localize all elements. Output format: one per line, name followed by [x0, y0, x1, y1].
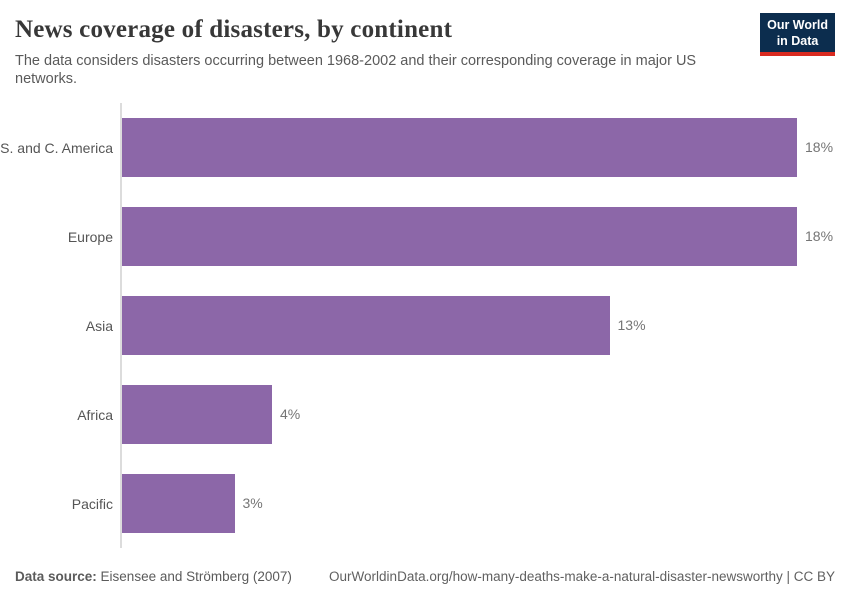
category-label: Africa: [77, 406, 113, 423]
data-source-label: Data source:: [15, 569, 97, 585]
logo-line-2: in Data: [776, 33, 819, 48]
bar[interactable]: [122, 207, 797, 267]
page-title: News coverage of disasters, by continent: [15, 16, 453, 43]
bar-row: S. and C. America 18%: [0, 103, 833, 192]
bar-row: Europe 18%: [68, 192, 833, 281]
bar-chart: S. and C. America 18% Europe 18% Asia 13% Afri…: [0, 103, 850, 549]
logo-line-1: Our World: [767, 18, 828, 32]
value-label: 18%: [805, 228, 834, 245]
chart-footer: Data source: Eisensee and Strömberg (200…: [0, 569, 850, 584]
category-label: Asia: [85, 317, 113, 334]
bar[interactable]: [122, 296, 610, 356]
chart-subtitle: The data considers disasters occurring b…: [15, 53, 697, 87]
data-source-value: Eisensee and Strömberg (2007): [100, 569, 292, 585]
value-label: 4%: [279, 406, 301, 423]
bar[interactable]: [122, 118, 797, 178]
category-label: Pacific: [71, 495, 113, 512]
value-label: 3%: [242, 495, 263, 512]
value-label: 13%: [617, 317, 646, 334]
value-label: 18%: [805, 139, 834, 156]
owid-logo[interactable]: Our World in Data: [760, 13, 835, 57]
chart-header: News coverage of disasters, by continent…: [0, 0, 850, 88]
bar[interactable]: [122, 474, 235, 534]
category-label: S. and C. America: [0, 139, 113, 156]
bar-row: Africa 4%: [77, 370, 797, 459]
data-source: Data source: Eisensee and Strömberg (200…: [15, 569, 292, 584]
footer-link[interactable]: OurWorldinData.org/how-many-deaths-make-…: [329, 569, 835, 585]
bar[interactable]: [122, 385, 272, 445]
bar-row: Asia 13%: [86, 281, 797, 370]
bar-row: Pacific 3%: [72, 459, 797, 548]
chart-plot-area: S. and C. America 18% Europe 18% Asia 13% Afri…: [0, 103, 833, 549]
category-label: Europe: [67, 228, 113, 245]
